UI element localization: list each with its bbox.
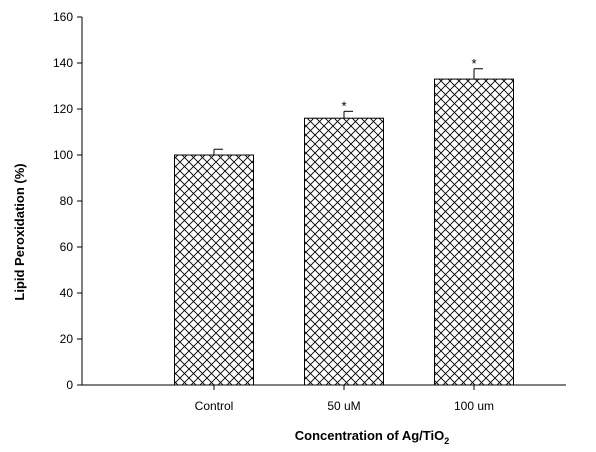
x-axis-title-subscript: 2 xyxy=(444,436,449,446)
x-axis-title: Concentration of Ag/TiO2 xyxy=(295,428,450,446)
bar xyxy=(174,154,254,386)
x-tick-label: Control xyxy=(195,399,234,413)
y-tick-label: 0 xyxy=(66,378,73,392)
plot-area: 0 20 40 60 80 100 120 140 160 Control 50 uM * 100 um… xyxy=(53,10,566,413)
y-tick-label: 120 xyxy=(53,102,73,116)
y-tick-label: 20 xyxy=(60,332,74,346)
y-axis-title: Lipid Peroxidation (%) xyxy=(12,163,27,300)
bar xyxy=(434,78,514,386)
y-tick-label: 40 xyxy=(60,286,74,300)
x-axis-title-text: Concentration of Ag/TiO xyxy=(295,428,445,443)
y-tick-label: 80 xyxy=(60,194,74,208)
y-tick-label: 100 xyxy=(53,148,73,162)
bar xyxy=(304,117,384,386)
y-tick-label: 140 xyxy=(53,56,73,70)
x-tick-label: 50 uM xyxy=(327,399,360,413)
x-tick-label: 100 um xyxy=(454,399,494,413)
significance-mark: * xyxy=(471,56,476,71)
y-tick-label: 60 xyxy=(60,240,74,254)
y-tick-label: 160 xyxy=(53,10,73,24)
significance-mark: * xyxy=(341,98,346,113)
